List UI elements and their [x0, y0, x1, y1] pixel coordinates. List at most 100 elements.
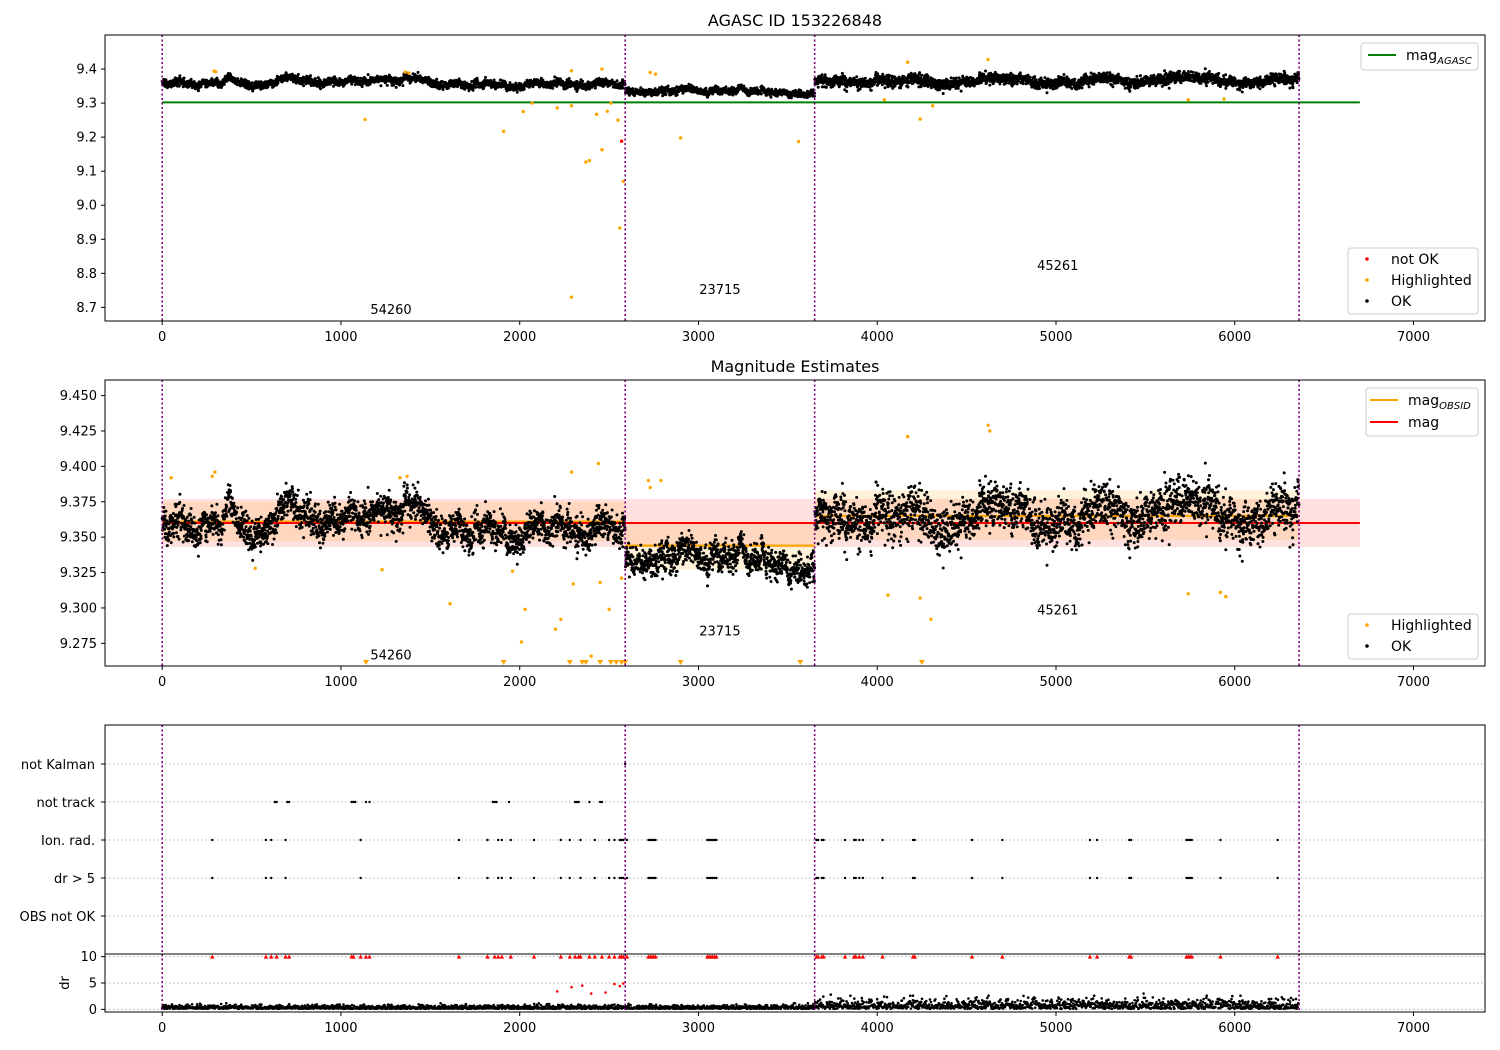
ok-point	[251, 89, 255, 93]
ok-point	[416, 70, 420, 74]
ok-point	[845, 89, 849, 93]
ok-point	[988, 83, 992, 87]
ok-point	[302, 84, 306, 88]
ok-point	[447, 86, 451, 90]
ok-point	[1128, 89, 1132, 93]
ok-point	[957, 76, 961, 80]
ok-point	[998, 82, 1002, 86]
ok-point	[823, 73, 827, 77]
ok-point	[541, 78, 545, 82]
ok-point	[1111, 85, 1115, 89]
ok-point	[824, 85, 828, 89]
ok-point	[581, 79, 585, 83]
ok-point	[366, 73, 370, 77]
ok-point	[575, 80, 579, 83]
ok-point	[954, 76, 958, 80]
ok-point	[316, 76, 320, 80]
ok-point	[1015, 82, 1019, 86]
ok-point	[666, 84, 670, 88]
ok-point	[474, 85, 478, 89]
ok-point	[615, 79, 619, 83]
ok-point	[920, 73, 924, 77]
ok-point	[356, 76, 360, 80]
ok-point	[196, 89, 200, 93]
ok-point	[567, 77, 571, 80]
ok-point	[759, 92, 763, 96]
ok-point	[178, 76, 182, 80]
ok-point	[392, 83, 396, 87]
ok-point	[1070, 87, 1074, 90]
ok-point	[1129, 85, 1133, 89]
ok-point	[919, 76, 923, 80]
ok-point	[309, 74, 312, 78]
ok-point	[1037, 87, 1041, 91]
top-chart-title: AGASC ID 153226848	[708, 11, 882, 30]
ok-point	[215, 76, 219, 80]
ok-point	[855, 75, 859, 79]
ok-point	[716, 85, 720, 89]
ok-point	[175, 77, 179, 81]
ok-point	[1087, 85, 1091, 89]
ok-point	[1028, 75, 1032, 79]
ok-point	[522, 87, 526, 91]
ok-point	[926, 74, 930, 78]
ok-point	[1043, 76, 1047, 80]
ok-point	[222, 82, 226, 86]
ok-point	[515, 90, 519, 94]
ok-point	[1018, 71, 1022, 75]
ok-point	[360, 85, 364, 89]
ok-point	[1116, 81, 1120, 85]
ok-point	[869, 88, 873, 92]
ok-point	[774, 87, 778, 91]
ok-point	[484, 75, 487, 79]
ok-point	[189, 77, 193, 81]
ok-point	[379, 84, 383, 88]
ok-point	[1123, 86, 1127, 90]
ok-point	[1034, 78, 1038, 82]
ok-point	[1080, 86, 1084, 90]
ok-point	[313, 77, 317, 81]
ok-point	[178, 74, 182, 78]
ok-point	[840, 71, 844, 75]
ok-point	[236, 77, 240, 81]
ok-point	[385, 83, 389, 87]
ok-point	[984, 69, 987, 73]
ok-point	[593, 86, 597, 90]
ok-point	[941, 92, 945, 95]
ok-point	[627, 93, 631, 97]
ok-point	[704, 86, 708, 90]
ok-point	[949, 76, 953, 80]
ok-point	[883, 86, 887, 90]
ok-point	[319, 87, 322, 91]
ok-point	[664, 92, 668, 96]
ok-point	[816, 85, 820, 89]
ok-point	[1021, 81, 1025, 85]
ok-point	[769, 95, 773, 99]
ok-point	[631, 87, 635, 91]
ok-point	[394, 85, 398, 89]
ok-point	[182, 76, 186, 80]
ok-point	[959, 89, 963, 93]
ok-point	[1138, 74, 1142, 78]
ok-point	[820, 73, 824, 77]
ok-point	[1105, 71, 1109, 75]
ok-point	[876, 72, 880, 76]
ok-point	[844, 76, 848, 80]
ok-point	[1135, 74, 1139, 78]
ok-point	[1033, 75, 1037, 79]
ok-point	[350, 82, 354, 86]
ok-point	[471, 88, 475, 92]
ok-point	[1004, 81, 1008, 85]
ok-point	[742, 84, 746, 88]
ok-point	[919, 85, 923, 89]
ok-point	[1045, 91, 1049, 95]
ok-point	[918, 71, 922, 75]
ok-point	[296, 72, 300, 76]
ok-point	[1092, 82, 1096, 86]
ok-point	[621, 86, 625, 90]
ok-point	[332, 84, 335, 88]
ok-point	[266, 85, 270, 89]
ok-point	[1026, 73, 1030, 77]
